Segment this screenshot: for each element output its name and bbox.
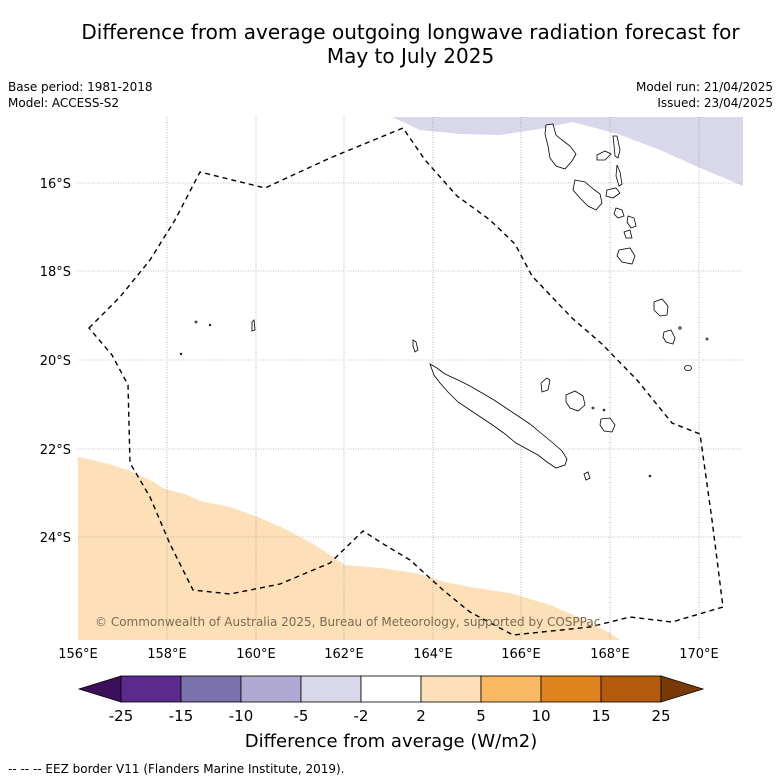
colorbar-tick: -15	[169, 707, 194, 725]
island-small-2	[623, 229, 633, 239]
lon-label: 158°E	[147, 647, 187, 662]
colorbar-tick: 15	[591, 707, 610, 725]
title-line-2: May to July 2025	[326, 44, 495, 68]
reef-small-1	[194, 320, 198, 324]
colorbar-segment	[240, 675, 302, 703]
gridlines	[78, 117, 743, 640]
island-espiritu-santo	[544, 123, 577, 170]
meta-right: Model run: 21/04/2025 Issued: 23/04/2025	[636, 79, 773, 111]
colorbar-tick: -2	[354, 707, 369, 725]
colorbar-segment	[420, 675, 482, 703]
island-tiny-d	[648, 474, 652, 478]
lat-label: 22°S	[40, 443, 71, 458]
eez-footnote: -- -- -- EEZ border V11 (Flanders Marine…	[8, 762, 345, 776]
lon-labels: 156°E 158°E 160°E 162°E 164°E 166°E 168°…	[58, 647, 719, 662]
island-ambae	[596, 150, 612, 161]
colorbar-tick: 25	[651, 707, 670, 725]
lon-label: 168°E	[590, 647, 630, 662]
colorbar-ticks: -25 -15 -10 -5 -2 2 5 10 15 25	[109, 707, 671, 725]
model-text: Model: ACCESS-S2	[8, 96, 120, 110]
island-aneityum	[684, 365, 692, 371]
page-title: Difference from average outgoing longwav…	[0, 20, 781, 68]
model-run-text: Model run: 21/04/2025	[635, 80, 773, 94]
island-ouvea	[540, 377, 551, 393]
colorbar-segment	[120, 675, 182, 703]
reef-small-2	[208, 323, 212, 327]
lat-label: 18°S	[40, 265, 71, 280]
positive-anomaly-region	[78, 457, 620, 640]
island-malakula	[572, 179, 603, 211]
lat-label: 20°S	[40, 354, 71, 369]
island-ambrym	[605, 187, 621, 199]
lon-label: 160°E	[236, 647, 276, 662]
meta-left: Base period: 1981-2018 Model: ACCESS-S2	[8, 79, 153, 111]
colorbar-segment	[540, 675, 602, 703]
island-maewo	[612, 135, 621, 159]
island-tiny-e	[602, 408, 606, 412]
island-belep	[412, 339, 419, 353]
island-erromango	[653, 298, 669, 317]
island-grande-terre	[429, 363, 568, 469]
colorbar-tick: -25	[109, 707, 134, 725]
lon-label: 170°E	[679, 647, 719, 662]
copyright-text: © Commonwealth of Australia 2025, Bureau…	[95, 615, 600, 629]
colorbar-extend-low	[77, 675, 122, 703]
island-pines	[583, 471, 591, 481]
colorbar-tick: -10	[229, 707, 254, 725]
island-mare	[599, 417, 616, 433]
colorbar-segment	[600, 675, 662, 703]
island-pentecost	[615, 164, 623, 187]
lat-label: 16°S	[40, 177, 71, 192]
colorbar	[77, 675, 705, 703]
colorbar-label: Difference from average (W/m2)	[245, 731, 537, 752]
island-tanna	[662, 329, 676, 345]
colorbar-tick: 10	[531, 707, 550, 725]
lon-label: 162°E	[324, 647, 364, 662]
island-tiny-a	[678, 326, 682, 330]
island-tiny-b	[705, 337, 709, 341]
colorbar-tick: 2	[416, 707, 426, 725]
island-tiny-c	[591, 406, 595, 410]
colorbar-segment	[360, 675, 422, 703]
reef-small-3	[179, 352, 183, 356]
negative-anomaly-region	[392, 117, 743, 186]
colorbar-segment	[480, 675, 542, 703]
issued-text: Issued: 23/04/2025	[657, 96, 773, 110]
lat-labels: 16°S 18°S 20°S 22°S 24°S	[40, 177, 71, 546]
island-small-1	[626, 215, 637, 229]
lon-label: 156°E	[58, 647, 98, 662]
colorbar-extend-high	[660, 675, 705, 703]
reef-chesterfield	[251, 319, 256, 332]
island-lifou	[565, 390, 586, 412]
lon-label: 164°E	[413, 647, 453, 662]
colorbar-tick: 5	[476, 707, 486, 725]
colorbar-segment	[300, 675, 362, 703]
island-efate	[616, 247, 636, 265]
island-epi	[613, 207, 625, 219]
title-line-1: Difference from average outgoing longwav…	[81, 20, 740, 44]
coastlines	[179, 123, 709, 481]
lon-label: 166°E	[501, 647, 541, 662]
colorbar-segment	[180, 675, 242, 703]
lat-label: 24°S	[40, 531, 71, 546]
colorbar-tick: -5	[294, 707, 309, 725]
map-area: © Commonwealth of Australia 2025, Bureau…	[78, 117, 743, 640]
base-period-text: Base period: 1981-2018	[8, 80, 153, 94]
